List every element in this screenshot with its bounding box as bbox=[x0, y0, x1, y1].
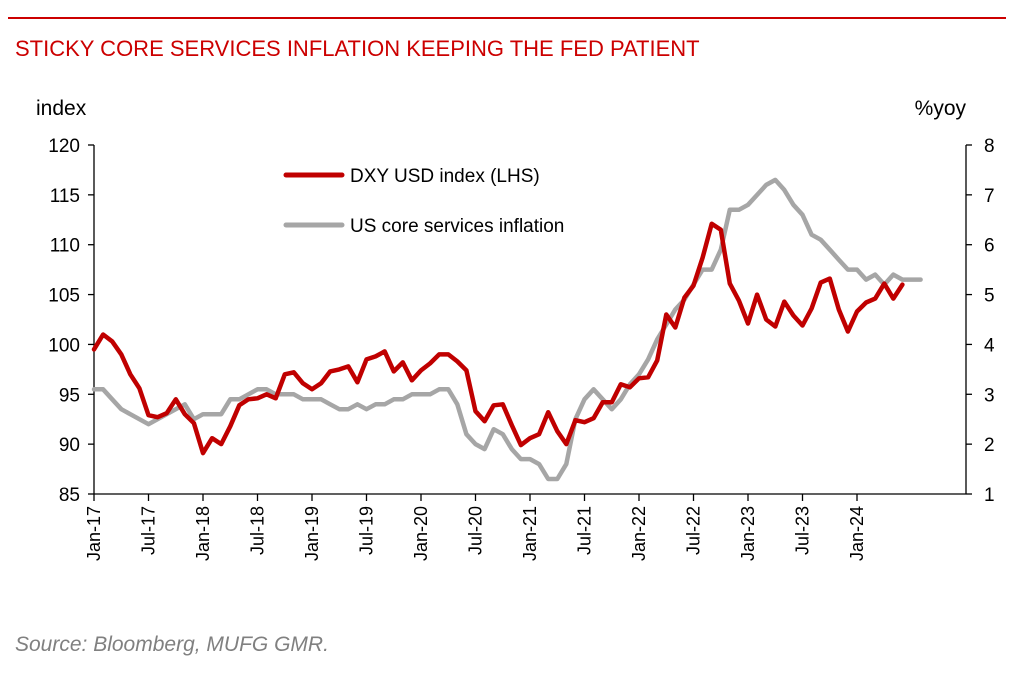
x-tick-label: Jul-22 bbox=[684, 506, 704, 555]
left-axis-label: index bbox=[36, 97, 87, 120]
x-tick-label: Jan-19 bbox=[302, 506, 322, 561]
right-tick-label: 5 bbox=[984, 286, 995, 307]
right-tick-label: 7 bbox=[984, 186, 995, 207]
x-tick-label: Jul-17 bbox=[139, 506, 159, 555]
x-tick-label: Jul-23 bbox=[793, 506, 813, 555]
legend-services-label: US core services inflation bbox=[350, 216, 564, 237]
x-tick-label: Jul-18 bbox=[248, 506, 268, 555]
right-tick-label: 8 bbox=[984, 136, 995, 157]
x-tick-label: Jan-23 bbox=[738, 506, 758, 561]
x-tick-label: Jul-20 bbox=[466, 506, 486, 555]
x-tick-label: Jul-21 bbox=[575, 506, 595, 555]
left-tick-label: 115 bbox=[50, 186, 80, 207]
x-tick-label: Jul-19 bbox=[357, 506, 377, 555]
right-tick-label: 2 bbox=[984, 435, 995, 456]
core-services-series-line bbox=[91, 177, 923, 482]
x-tick-label: Jan-18 bbox=[193, 506, 213, 561]
right-tick-label: 1 bbox=[984, 485, 995, 506]
left-tick-label: 105 bbox=[48, 286, 80, 307]
left-tick-label: 120 bbox=[48, 136, 80, 157]
source-note: Source: Bloomberg, MUFG GMR. bbox=[15, 633, 329, 656]
right-tick-label: 4 bbox=[984, 335, 995, 356]
left-tick-label: 90 bbox=[59, 435, 80, 456]
left-tick-label: 85 bbox=[59, 485, 80, 506]
legend-dxy-label: DXY USD index (LHS) bbox=[350, 166, 540, 187]
right-axis-label: %yoy bbox=[915, 97, 967, 120]
left-tick-label: 95 bbox=[59, 385, 80, 406]
left-tick-label: 100 bbox=[48, 335, 80, 356]
x-tick-label: Jan-20 bbox=[411, 506, 431, 561]
x-tick-label: Jan-21 bbox=[520, 506, 540, 561]
x-tick-label: Jan-24 bbox=[847, 506, 867, 561]
top-rule bbox=[8, 17, 1006, 19]
x-tick-label: Jan-22 bbox=[629, 506, 649, 561]
right-tick-label: 6 bbox=[984, 236, 995, 257]
x-tick-label: Jan-17 bbox=[84, 506, 104, 561]
left-tick-label: 110 bbox=[50, 236, 80, 257]
dxy-series-line bbox=[91, 221, 905, 456]
chart-title: STICKY CORE SERVICES INFLATION KEEPING T… bbox=[15, 36, 700, 61]
right-tick-label: 3 bbox=[984, 385, 995, 406]
